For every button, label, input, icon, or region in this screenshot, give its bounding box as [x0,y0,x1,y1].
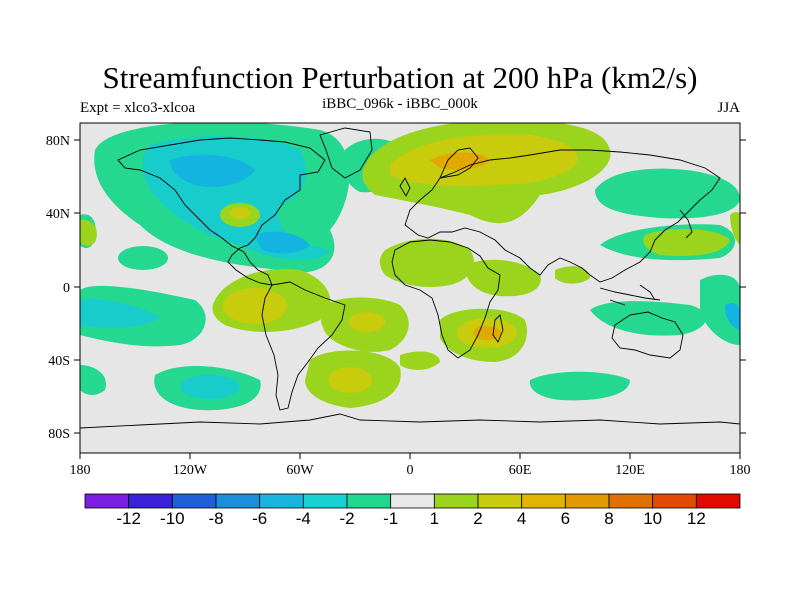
lat-label-40s: 40S [48,354,70,369]
lon-label-0: 0 [407,463,414,478]
lat-label-40n: 40N [46,207,70,222]
colorbar-label: 8 [604,509,613,528]
colorbar-box [564,493,610,509]
colorbar-label: -2 [339,509,354,528]
colorbar-label: -10 [160,509,185,528]
colorbar-box [390,493,435,509]
colorbar [84,493,741,509]
colorbar-labels: -12 -10 -8 -6 -4 -2 -1 1 2 4 6 8 10 12 [116,509,705,528]
lon-label-60e: 60E [509,463,532,478]
experiment-label: Expt = xlco3-xlcoa [80,100,196,116]
lat-label-0: 0 [63,281,70,296]
colorbar-box [477,493,523,509]
latitude-axis: 80N 40N 0 40S 80S [46,134,746,442]
colorbar-label: 4 [517,509,526,528]
colorbar-box [695,493,741,509]
colorbar-box [128,493,173,509]
colorbar-box [433,493,479,509]
lon-label-60w: 60W [286,463,314,478]
antarctica-coast [80,413,740,429]
uk-coast [399,177,411,197]
lat-label-80n: 80N [46,134,70,149]
north-america-coast [117,137,326,286]
longitude-axis: 180 120W 60W 0 60E 120E 180 [70,453,751,478]
lon-label-120e: 120E [615,463,645,478]
colorbar-label: 10 [643,509,662,528]
japan-coast [679,209,693,239]
season-label: JJA [717,100,740,116]
coastlines [80,127,740,429]
colorbar-label: 6 [561,509,570,528]
colorbar-box [521,493,566,509]
colorbar-box [346,493,392,509]
colorbar-label: -4 [296,509,311,528]
lat-label-80s: 80S [48,427,70,442]
lon-label-180e: 180 [730,463,751,478]
subtitle-label: iBBC_096k - iBBC_000k [322,96,478,112]
africa-coast [391,239,501,359]
colorbar-box [84,493,130,509]
south-america-coast [261,281,346,411]
colorbar-label: 2 [473,509,482,528]
madagascar-coast [492,314,504,343]
plot-title: Streamfunction Perturbation at 200 hPa (… [102,60,698,95]
colorbar-label: -8 [208,509,223,528]
colorbar-box [215,493,261,509]
colorbar-label: 12 [687,509,706,528]
colorbar-label: -6 [252,509,267,528]
colorbar-box [652,493,697,509]
lon-label-120w: 120W [173,463,208,478]
archipelago-coast [599,284,661,306]
colorbar-label: -1 [383,509,398,528]
scandinavia-coast [439,147,479,179]
colorbar-label: -12 [116,509,141,528]
colorbar-box [608,493,654,509]
colorbar-label: 1 [430,509,439,528]
greenland-coast [319,127,373,179]
eurasia-coast [404,149,721,283]
australia-coast [611,311,684,359]
contour-field [80,123,740,453]
lon-label-180w: 180 [70,463,91,478]
colorbar-box [302,493,348,509]
colorbar-box [171,493,217,509]
colorbar-box [259,493,304,509]
